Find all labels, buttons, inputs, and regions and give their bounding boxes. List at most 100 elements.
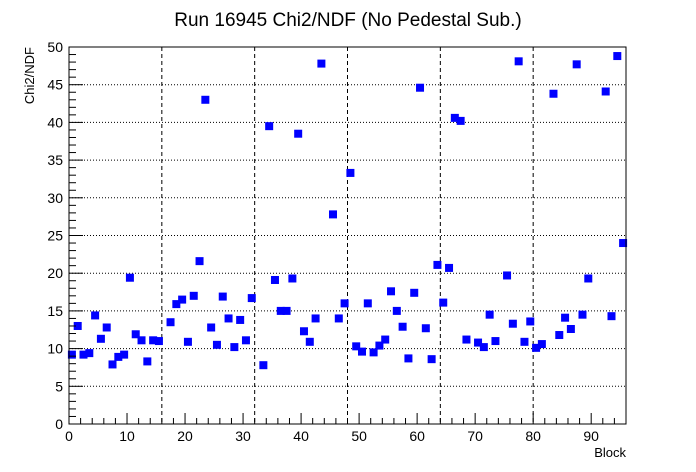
data-point: [427, 355, 436, 364]
y-tick-label: 30: [47, 190, 63, 206]
data-point: [421, 324, 430, 333]
data-point: [555, 331, 564, 340]
x-tick-label: 20: [177, 428, 193, 444]
x-tick-label: 80: [525, 428, 541, 444]
data-point: [114, 352, 123, 361]
data-point: [265, 122, 274, 131]
data-point: [392, 306, 401, 315]
x-tick-label: 60: [409, 428, 425, 444]
y-tick-label: 5: [55, 378, 63, 394]
data-point: [102, 323, 111, 332]
data-point: [445, 263, 454, 272]
x-tick-label: 30: [235, 428, 251, 444]
data-point: [398, 322, 407, 331]
data-point: [456, 116, 465, 125]
data-point: [375, 341, 384, 350]
data-point: [572, 60, 581, 69]
x-tick-label: 0: [65, 428, 73, 444]
data-point: [79, 350, 88, 359]
data-point: [416, 83, 425, 92]
data-point: [96, 334, 105, 343]
data-point: [311, 314, 320, 323]
data-point: [189, 291, 198, 300]
data-point: [549, 89, 558, 98]
data-point: [305, 337, 314, 346]
data-point: [207, 323, 216, 332]
data-point: [508, 319, 517, 328]
data-point: [131, 330, 140, 339]
data-point: [387, 287, 396, 296]
data-point: [166, 318, 175, 327]
data-point: [91, 311, 100, 320]
data-point: [352, 342, 361, 351]
data-point: [282, 306, 291, 315]
data-point: [613, 52, 622, 61]
data-point: [358, 347, 367, 356]
data-point: [479, 343, 488, 352]
y-tick-label: 50: [47, 39, 63, 55]
data-point: [218, 292, 227, 301]
data-point: [537, 340, 546, 349]
data-point: [276, 306, 285, 315]
y-tick-label: 10: [47, 341, 63, 357]
data-layer: [67, 52, 628, 370]
data-point: [236, 315, 245, 324]
data-point: [85, 349, 94, 358]
data-point: [532, 343, 541, 352]
data-point: [514, 57, 523, 66]
data-point: [172, 300, 181, 309]
data-point: [288, 274, 297, 283]
data-point: [259, 361, 268, 370]
y-axis-label: Chi2/NDF: [22, 47, 37, 104]
data-point: [607, 312, 616, 321]
data-point: [369, 348, 378, 357]
data-point: [178, 295, 187, 304]
data-point: [450, 113, 459, 122]
data-point: [566, 324, 575, 333]
data-point: [561, 313, 570, 322]
data-point: [294, 129, 303, 138]
data-point: [410, 288, 419, 297]
data-point: [578, 310, 587, 319]
data-point: [503, 271, 512, 280]
x-tick-label: 70: [467, 428, 483, 444]
chart-title: Run 16945 Chi2/NDF (No Pedestal Sub.): [174, 10, 521, 31]
data-point: [433, 260, 442, 269]
data-point: [526, 317, 535, 326]
y-tick-label: 15: [47, 303, 63, 319]
data-point: [363, 299, 372, 308]
data-point: [328, 210, 337, 219]
axis-layer: 0 5 10 15 20 25 30 35 40 45 50 0 10 20 30 40 50 60 70 80 90: [47, 39, 627, 444]
data-point: [212, 340, 221, 349]
data-point: [67, 350, 76, 359]
data-point: [241, 336, 250, 345]
data-point: [183, 337, 192, 346]
x-tick-label: 90: [583, 428, 599, 444]
data-point: [125, 273, 134, 282]
data-point: [137, 336, 146, 345]
data-point: [247, 294, 256, 303]
data-point: [491, 337, 500, 346]
grid-layer: [69, 47, 626, 424]
data-point: [195, 257, 204, 266]
data-point: [485, 310, 494, 319]
data-point: [474, 338, 483, 347]
data-point: [270, 275, 279, 284]
y-tick-label: 35: [47, 152, 63, 168]
x-tick-label: 10: [119, 428, 135, 444]
data-point: [120, 350, 129, 359]
data-point: [317, 59, 326, 68]
y-tick-label: 20: [47, 265, 63, 281]
data-point: [299, 327, 308, 336]
y-tick-label: 45: [47, 77, 63, 93]
data-point: [462, 335, 471, 344]
data-point: [601, 87, 610, 96]
data-point: [584, 274, 593, 283]
data-point: [520, 337, 529, 346]
data-point: [340, 299, 349, 308]
y-tick-label: 0: [55, 416, 63, 432]
data-point: [230, 343, 239, 352]
y-tick-label: 25: [47, 228, 63, 244]
data-point: [404, 354, 413, 363]
